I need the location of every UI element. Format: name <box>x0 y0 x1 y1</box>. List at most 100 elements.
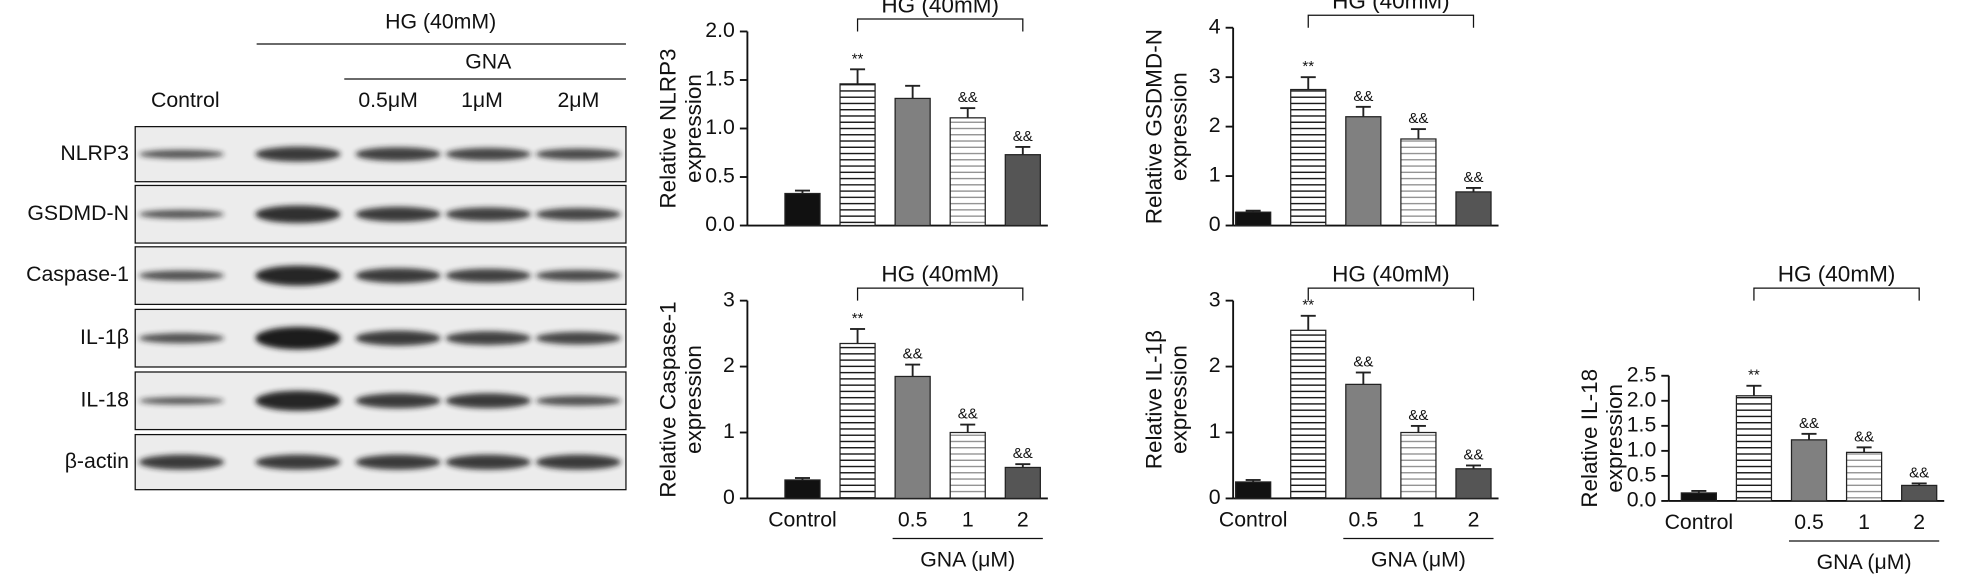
error-bar <box>1355 371 1371 385</box>
error-bar <box>1015 145 1031 155</box>
blot-band <box>255 265 341 286</box>
bar <box>1004 466 1041 500</box>
error-bar <box>960 107 976 118</box>
bar <box>839 83 876 227</box>
significance-label: && <box>1353 353 1373 370</box>
bar <box>1845 451 1883 502</box>
blot-band <box>255 390 341 411</box>
blot-band <box>138 454 225 470</box>
y-tick-label: 1 <box>1209 419 1221 443</box>
blot-band <box>535 395 621 406</box>
blot-band <box>445 454 531 470</box>
significance-label: && <box>958 89 978 106</box>
bar <box>1790 439 1828 502</box>
x-tick-label: 2 <box>1913 510 1925 534</box>
y-axis-label: expression <box>1167 72 1192 181</box>
bar <box>1290 329 1327 500</box>
significance-label: ** <box>852 310 864 327</box>
blot-band <box>255 454 341 470</box>
significance-label: && <box>1854 428 1874 445</box>
significance-label: ** <box>1302 297 1314 314</box>
blot-band <box>535 148 621 160</box>
error-bar <box>1465 187 1482 192</box>
group-label: GNA (μM) <box>1371 548 1466 572</box>
error-bar <box>794 477 810 480</box>
bar <box>1455 468 1492 500</box>
row-label: IL-18 <box>80 387 128 411</box>
blot-band <box>355 147 441 162</box>
blot-band <box>138 397 225 405</box>
blot-band <box>355 206 441 222</box>
significance-label: && <box>903 346 923 363</box>
bracket <box>1307 14 1475 28</box>
blot-band <box>445 331 531 346</box>
row-label: GSDMD-N <box>27 201 129 225</box>
bracket-label: HG (40mM) <box>881 262 999 287</box>
lane-label: 0.5μM <box>358 88 418 112</box>
y-tick-label: 2 <box>1209 113 1221 137</box>
y-axis-label: Relative Caspase-1 <box>656 301 681 497</box>
bar <box>894 375 931 500</box>
blot-band <box>445 147 531 161</box>
error-bar <box>794 189 810 194</box>
error-bar <box>1245 479 1261 482</box>
lane-label: 1μM <box>461 88 503 112</box>
error-bar <box>905 363 921 377</box>
blot-band <box>355 393 441 409</box>
x-tick-label: Control <box>1665 510 1734 534</box>
y-tick-label: 1.5 <box>705 67 735 91</box>
error-bar <box>1015 463 1031 468</box>
y-axis-label: expression <box>681 74 706 183</box>
error-bar <box>1300 314 1316 331</box>
blot-band <box>138 270 225 281</box>
significance-label: ** <box>1302 58 1314 75</box>
bracket-label: HG (40mM) <box>1332 0 1450 14</box>
y-tick-label: 3 <box>1209 287 1221 311</box>
row-label: NLRP3 <box>60 141 129 165</box>
error-bar <box>1410 424 1426 433</box>
bar <box>784 479 821 500</box>
blot-band <box>255 146 341 162</box>
bar <box>1400 431 1437 500</box>
bar <box>1345 116 1382 227</box>
bar <box>1290 88 1327 227</box>
y-axis-label: expression <box>681 345 706 454</box>
error-bar <box>905 84 921 99</box>
error-bar <box>1410 128 1426 139</box>
blot-band <box>255 205 341 224</box>
significance-label: && <box>1463 169 1483 186</box>
bar <box>1235 481 1272 500</box>
significance-label: && <box>958 406 978 423</box>
x-tick-label: 1 <box>1413 508 1425 532</box>
bracket <box>1753 287 1920 301</box>
group-label: GNA (μM) <box>1817 550 1912 574</box>
y-tick-label: 1 <box>723 419 735 443</box>
bar <box>1455 191 1492 227</box>
blot-band <box>355 454 441 470</box>
bar <box>894 97 931 227</box>
significance-label: ** <box>1748 367 1760 384</box>
bracket <box>1307 287 1475 301</box>
blot-band <box>355 330 441 346</box>
bar <box>1345 383 1382 500</box>
error-bar <box>1355 105 1371 117</box>
y-tick-label: 0 <box>723 485 735 509</box>
error-bar <box>850 68 866 84</box>
bracket-label: HG (40mM) <box>881 0 999 17</box>
row-label: β-actin <box>65 449 129 473</box>
x-tick-label: 0.5 <box>898 508 928 532</box>
bar <box>839 342 876 500</box>
y-tick-label: 0.0 <box>705 212 735 236</box>
row-label: Caspase-1 <box>26 262 129 286</box>
x-tick-label: 1 <box>962 508 974 532</box>
significance-label: && <box>1799 415 1819 432</box>
x-tick-label: Control <box>768 508 837 532</box>
blot-band <box>138 149 225 159</box>
x-tick-label: 0.5 <box>1349 508 1379 532</box>
significance-label: && <box>1909 464 1929 481</box>
y-tick-label: 3 <box>723 287 735 311</box>
y-axis-label: expression <box>1167 345 1192 454</box>
blot-band <box>138 333 225 344</box>
x-tick-label: Control <box>1219 508 1288 532</box>
